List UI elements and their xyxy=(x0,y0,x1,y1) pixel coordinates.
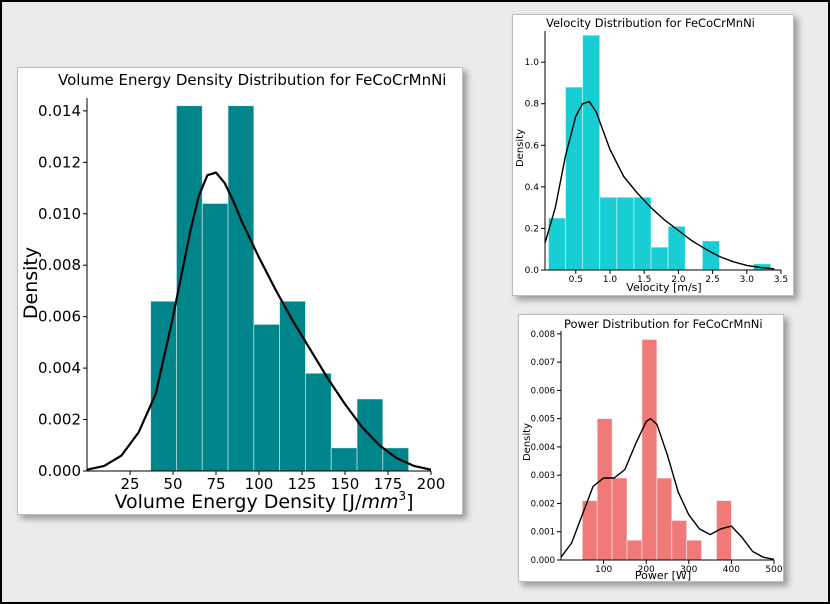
vel-bar xyxy=(633,196,652,271)
vel-kde-line xyxy=(544,100,775,270)
pow-y-tick-label: 0.007 xyxy=(531,358,555,368)
pow-x-tick-label: 200 xyxy=(638,565,655,575)
ved-y-tick-label: 0.010 xyxy=(38,205,81,223)
ved-y-tick-label: 0.008 xyxy=(38,256,81,274)
volume-energy-density-panel: 25 50 75 100 125 150 175 200 0.000 0.002 0.004 0.0… xyxy=(17,67,463,515)
vel-y-tick-label: 0.0 xyxy=(525,266,540,276)
ved-y-tick-label: 0.012 xyxy=(38,153,81,171)
velocity-panel: 0.5 1.0 1.5 2.0 2.5 3.0 3.5 0.0 0.2 0.4 0.6 0.8 1.0… xyxy=(512,14,794,296)
vel-x-tick-label: 1.0 xyxy=(603,275,618,285)
vel-y-tick-label: 1.0 xyxy=(525,58,540,68)
ved-x-tick-label: 175 xyxy=(374,475,403,493)
ved-x-tick-label: 75 xyxy=(206,475,225,493)
ved-kde xyxy=(86,171,432,471)
ved-x-tick-label: 100 xyxy=(245,475,274,493)
vel-bar xyxy=(616,196,635,271)
ved-title: Volume Energy Density Distribution for F… xyxy=(58,71,446,89)
pow-y-tick-label: 0.005 xyxy=(531,415,555,425)
vel-y-tick-label: 0.2 xyxy=(525,224,539,234)
ved-x-label: Volume Energy Density [J/mm3] xyxy=(114,489,413,513)
power-panel: 100 200 300 400 500 0.000 0.001 0.002 0.003 0.00… xyxy=(518,314,784,582)
volume-energy-density-chart: 25 50 75 100 125 150 175 200 0.0000.0020.0040.0… xyxy=(20,71,446,513)
pow-bars xyxy=(581,339,732,561)
pow-kde xyxy=(560,417,775,561)
ved-y-tick-label: 0.006 xyxy=(38,308,81,326)
pow-bar xyxy=(671,520,688,561)
pow-y-tick-label: 0.001 xyxy=(531,528,555,538)
ved-bars xyxy=(150,105,410,472)
ved-kde-line xyxy=(86,171,432,471)
ved-y-ticks: 0.000 0.002 0.004 0.006 0.008 0.010 0.012 0.014 xyxy=(38,102,87,480)
pow-x-label: Power [W] xyxy=(635,569,691,581)
vel-x-label: Velocity [m/s] xyxy=(626,281,701,294)
ved-x-label-exp: 3 xyxy=(398,489,406,503)
vel-x-tick-label: 0.5 xyxy=(569,275,583,285)
vel-y-tick-label: 0.8 xyxy=(525,100,540,110)
pow-y-tick-label: 0.008 xyxy=(531,330,555,340)
pow-y-tick-label: 0.003 xyxy=(531,471,555,481)
ved-x-label-unit: mm xyxy=(361,491,398,513)
ved-y-tick-label: 0.014 xyxy=(38,102,81,120)
pow-x-tick-label: 400 xyxy=(723,565,740,575)
vel-x-tick-label: 3.5 xyxy=(774,275,788,285)
ved-bar xyxy=(253,323,281,472)
vel-y-tick-label: 0.4 xyxy=(525,183,540,193)
pow-y-label: Density xyxy=(522,423,533,461)
ved-y-tick-label: 0.002 xyxy=(38,411,81,429)
ved-x-tick-label: 150 xyxy=(331,475,360,493)
ved-x-tick-label: 125 xyxy=(288,475,317,493)
vel-bar xyxy=(599,196,618,271)
pow-bar xyxy=(656,477,673,561)
vel-kde xyxy=(544,100,775,270)
pow-y-tick-label: 0.006 xyxy=(531,386,555,396)
pow-title: Power Distribution for FeCoCrMnNi xyxy=(564,317,763,331)
vel-y-label: Density xyxy=(515,129,526,167)
pow-y-tick-label: 0.000 xyxy=(531,556,555,566)
vel-bar xyxy=(582,34,601,271)
vel-bar xyxy=(650,246,669,271)
ved-bar xyxy=(176,105,203,472)
vel-x-tick-label: 2.5 xyxy=(705,275,719,285)
pow-kde-line xyxy=(560,417,775,561)
ved-y-tick-label: 0.004 xyxy=(38,359,81,377)
pow-bar xyxy=(626,539,643,561)
ved-x-tick-label: 25 xyxy=(120,475,139,493)
ved-x-ticks: 25 50 75 100 125 150 175 200 xyxy=(120,471,445,493)
vel-x-tick-label: 1.5 xyxy=(637,275,651,285)
ved-bar xyxy=(305,372,332,472)
vel-y-tick-label: 0.6 xyxy=(525,141,540,151)
ved-bar xyxy=(227,105,255,472)
velocity-chart: 0.5 1.0 1.5 2.0 2.5 3.0 3.5 0.0 0.2 0.4 0.6 0.8 1.0… xyxy=(515,16,788,294)
pow-x-ticks: 100 200 300 400 500 xyxy=(595,560,783,575)
pow-bar xyxy=(641,339,658,561)
vel-x-ticks: 0.5 1.0 1.5 2.0 2.5 3.0 3.5 xyxy=(569,270,788,285)
pow-x-tick-label: 100 xyxy=(595,565,612,575)
ved-x-tick-label: 200 xyxy=(417,475,446,493)
power-chart: 100 200 300 400 500 0.0000.0010.0020.0030.00… xyxy=(522,317,783,581)
ved-x-label-prefix: Volume Energy Density [J/ xyxy=(114,491,362,513)
vel-bar xyxy=(548,217,566,271)
ved-bar xyxy=(201,203,229,472)
pow-bar xyxy=(611,477,628,561)
pow-x-tick-label: 500 xyxy=(765,565,782,575)
vel-x-tick-label: 3.0 xyxy=(740,275,755,285)
ved-bar xyxy=(279,300,306,472)
pow-bar xyxy=(596,418,613,561)
pow-bar xyxy=(686,539,702,561)
pow-x-tick-label: 300 xyxy=(680,565,697,575)
vel-y-ticks: 0.0 0.2 0.4 0.6 0.8 1.0 xyxy=(525,58,545,276)
ved-y-tick-label: 0.000 xyxy=(38,462,81,480)
pow-y-ticks: 0.000 0.001 0.002 0.003 0.004 0.005 0.006 0.007… xyxy=(531,330,561,566)
pow-y-tick-label: 0.004 xyxy=(531,443,555,453)
pow-y-tick-label: 0.002 xyxy=(531,499,555,509)
ved-bar xyxy=(330,447,358,472)
vel-bars xyxy=(548,34,772,271)
vel-x-tick-label: 2.0 xyxy=(671,275,686,285)
vel-title: Velocity Distribution for FeCoCrMnNi xyxy=(546,16,755,30)
ved-y-label: Density xyxy=(20,247,42,319)
ved-x-tick-label: 50 xyxy=(163,475,182,493)
ved-x-label-suffix: ] xyxy=(406,491,413,513)
vel-bar xyxy=(565,86,584,271)
ved-bar xyxy=(150,300,177,472)
